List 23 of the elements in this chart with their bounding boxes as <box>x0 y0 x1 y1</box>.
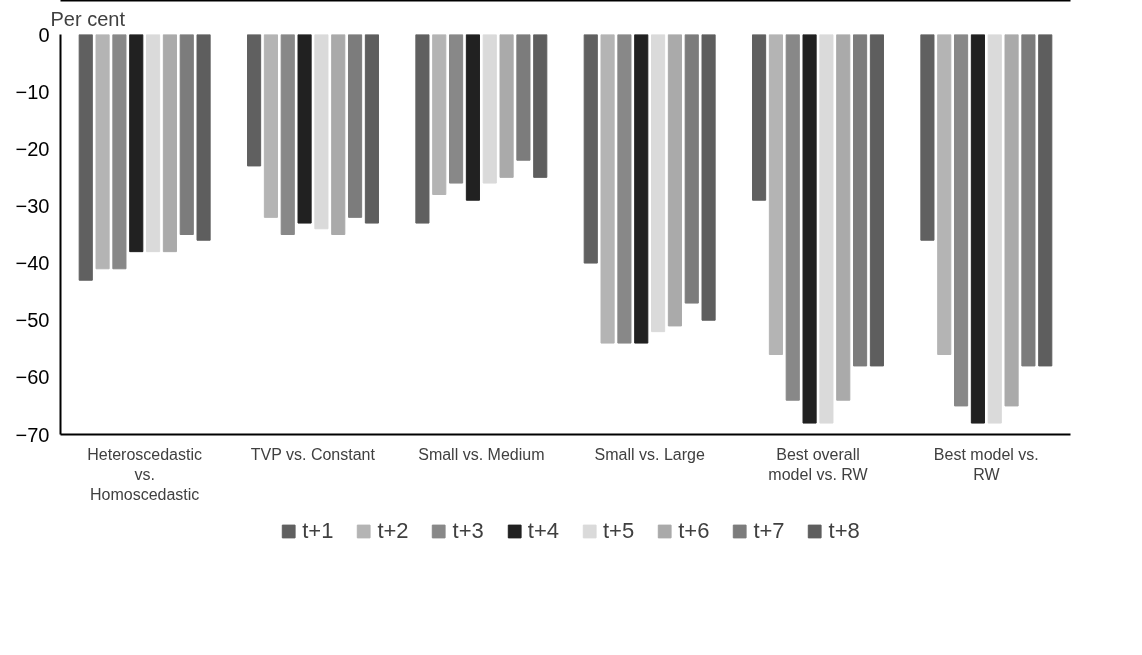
y-tick-label: −60 <box>15 366 50 389</box>
legend-label: t+3 <box>452 518 484 544</box>
x-tick-label: TVP vs. Constant <box>250 445 376 463</box>
x-tick-label: Best model vs. RW <box>933 445 1039 483</box>
y-tick-label: −20 <box>15 137 50 160</box>
x-tick-label: Small vs. Large <box>594 445 705 463</box>
legend-label: t+1 <box>302 518 334 544</box>
legend-label: t+5 <box>603 518 635 544</box>
y-tick-label: −40 <box>15 252 50 275</box>
legend-label: t+7 <box>753 518 785 544</box>
y-axis-title: Per cent <box>50 7 126 30</box>
y-tick-label: −50 <box>15 309 50 332</box>
y-tick-label: −30 <box>15 194 50 217</box>
legend-label: t+6 <box>678 518 710 544</box>
legend-label: t+8 <box>828 518 860 544</box>
legend-label: t+4 <box>527 518 559 544</box>
x-tick-label: Small vs. Medium <box>418 445 545 463</box>
y-tick-label: 0 <box>38 23 50 46</box>
legend-label: t+2 <box>377 518 409 544</box>
x-tick-label: Heteroscedastic vs. Homoscedastic <box>87 445 203 504</box>
y-tick-label: −70 <box>15 423 50 446</box>
y-tick-label: −10 <box>15 80 50 103</box>
x-tick-label: Best overall model vs. RW <box>768 445 869 483</box>
